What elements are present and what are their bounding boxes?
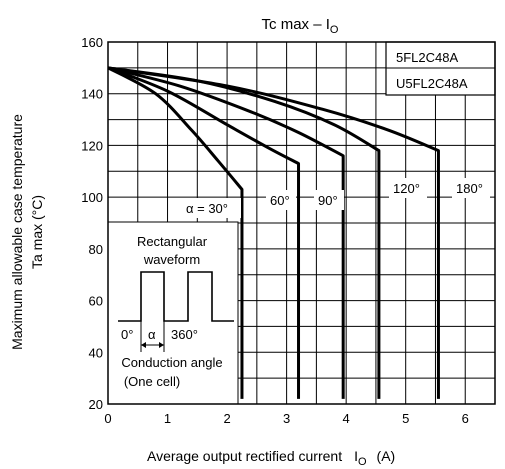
- alpha-arrow-head-left: [141, 342, 146, 348]
- y-tick-label: 60: [89, 294, 103, 309]
- waveform-line: [118, 271, 234, 322]
- x-axis-label-subscript: O: [358, 456, 367, 468]
- legend-box: 5FL2C48A U5FL2C48A: [385, 41, 496, 96]
- x-tick-label: 3: [283, 411, 290, 426]
- chart-title-main: Tc max – I: [262, 16, 330, 33]
- chart-title-subscript: O: [330, 24, 339, 36]
- y-tick-label: 140: [81, 87, 103, 102]
- alpha-arrow-head-right: [159, 342, 164, 348]
- series-line-2: [107, 66, 301, 399]
- x-axis-label: Average output rectified current IO (A): [147, 448, 395, 468]
- inset-title-line2: waveform: [143, 252, 200, 267]
- x-axis-label-symbol: I: [354, 448, 358, 464]
- chart-title: Tc max – IO: [262, 16, 339, 36]
- y-axis-label: Maximum allowable case temperature Ta ma…: [9, 114, 45, 350]
- x-axis-label-unit: (A): [377, 448, 396, 464]
- y-tick-label: 160: [81, 35, 103, 50]
- x-tick-label: 1: [164, 411, 171, 426]
- series-label-30: α = 30°: [186, 201, 228, 216]
- series-labels: α = 30° 60° 90° 120° 180°: [183, 178, 490, 218]
- y-axis-label-line2: Ta max (°C): [29, 195, 45, 269]
- x-tick-label: 4: [343, 411, 350, 426]
- series-line-5: [107, 66, 440, 399]
- legend-device-2: U5FL2C48A: [396, 76, 468, 91]
- inset-label-360: 360°: [171, 327, 198, 342]
- inset-caption-line1: Conduction angle: [121, 355, 222, 370]
- series-label-90: 90°: [318, 193, 338, 208]
- y-tick-label: 80: [89, 242, 103, 257]
- inset-label-alpha: α: [148, 327, 156, 342]
- inset-label-zero: 0°: [121, 327, 133, 342]
- x-axis-label-text: Average output rectified current: [147, 448, 342, 464]
- series-label-120: 120°: [393, 181, 420, 196]
- series-group: [107, 66, 440, 399]
- tick-labels: 20 40 60 80 100 120 140 160 0 1 2 3 4 5 6: [81, 35, 469, 426]
- plot-frame: [107, 41, 496, 405]
- legend-device-1: 5FL2C48A: [396, 50, 458, 65]
- y-tick-label: 120: [81, 138, 103, 153]
- grid-lines: [108, 42, 495, 404]
- y-tick-label: 100: [81, 190, 103, 205]
- y-axis-label-line1: Maximum allowable case temperature: [9, 114, 25, 350]
- inset-title-line1: Rectangular: [137, 234, 208, 249]
- x-tick-label: 2: [223, 411, 230, 426]
- y-tick-label: 20: [89, 397, 103, 412]
- inset-caption-line2: (One cell): [124, 374, 180, 389]
- series-line-1: [107, 66, 244, 399]
- x-tick-label: 5: [402, 411, 409, 426]
- x-tick-label: 0: [104, 411, 111, 426]
- x-tick-label: 6: [462, 411, 469, 426]
- series-label-180: 180°: [456, 181, 483, 196]
- waveform-inset: Rectangular waveform 0° α 360° Conductio…: [107, 221, 239, 405]
- y-tick-label: 40: [89, 345, 103, 360]
- series-label-60: 60°: [270, 193, 290, 208]
- series-line-3: [107, 66, 345, 399]
